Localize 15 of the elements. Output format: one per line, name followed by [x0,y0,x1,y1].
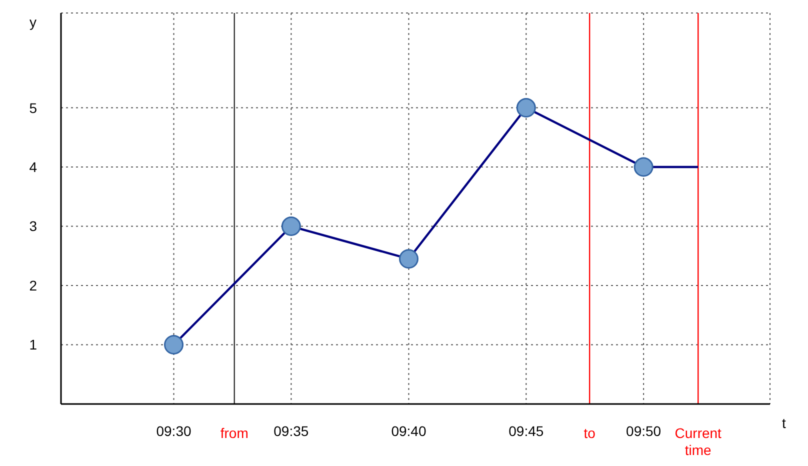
x-tick-label: 09:45 [508,422,544,439]
x-tick-label: 09:35 [274,422,309,439]
x-tick-label: 09:50 [626,422,662,439]
y-tick-label: 1 [29,336,38,353]
y-tick-label: 2 [29,277,38,294]
ref-line-label: from [220,425,248,441]
ref-line-label: Current time [674,425,722,458]
y-axis-title: y [30,14,36,30]
x-tick-label: 09:30 [156,422,192,439]
x-axis-title: t [782,415,786,431]
y-tick-label: 4 [29,159,38,175]
y-tick-label: 3 [29,218,38,234]
x-tick-label: 09:40 [391,422,426,439]
ref-line-label: to [584,425,596,441]
y-tick-label: 5 [29,100,38,116]
